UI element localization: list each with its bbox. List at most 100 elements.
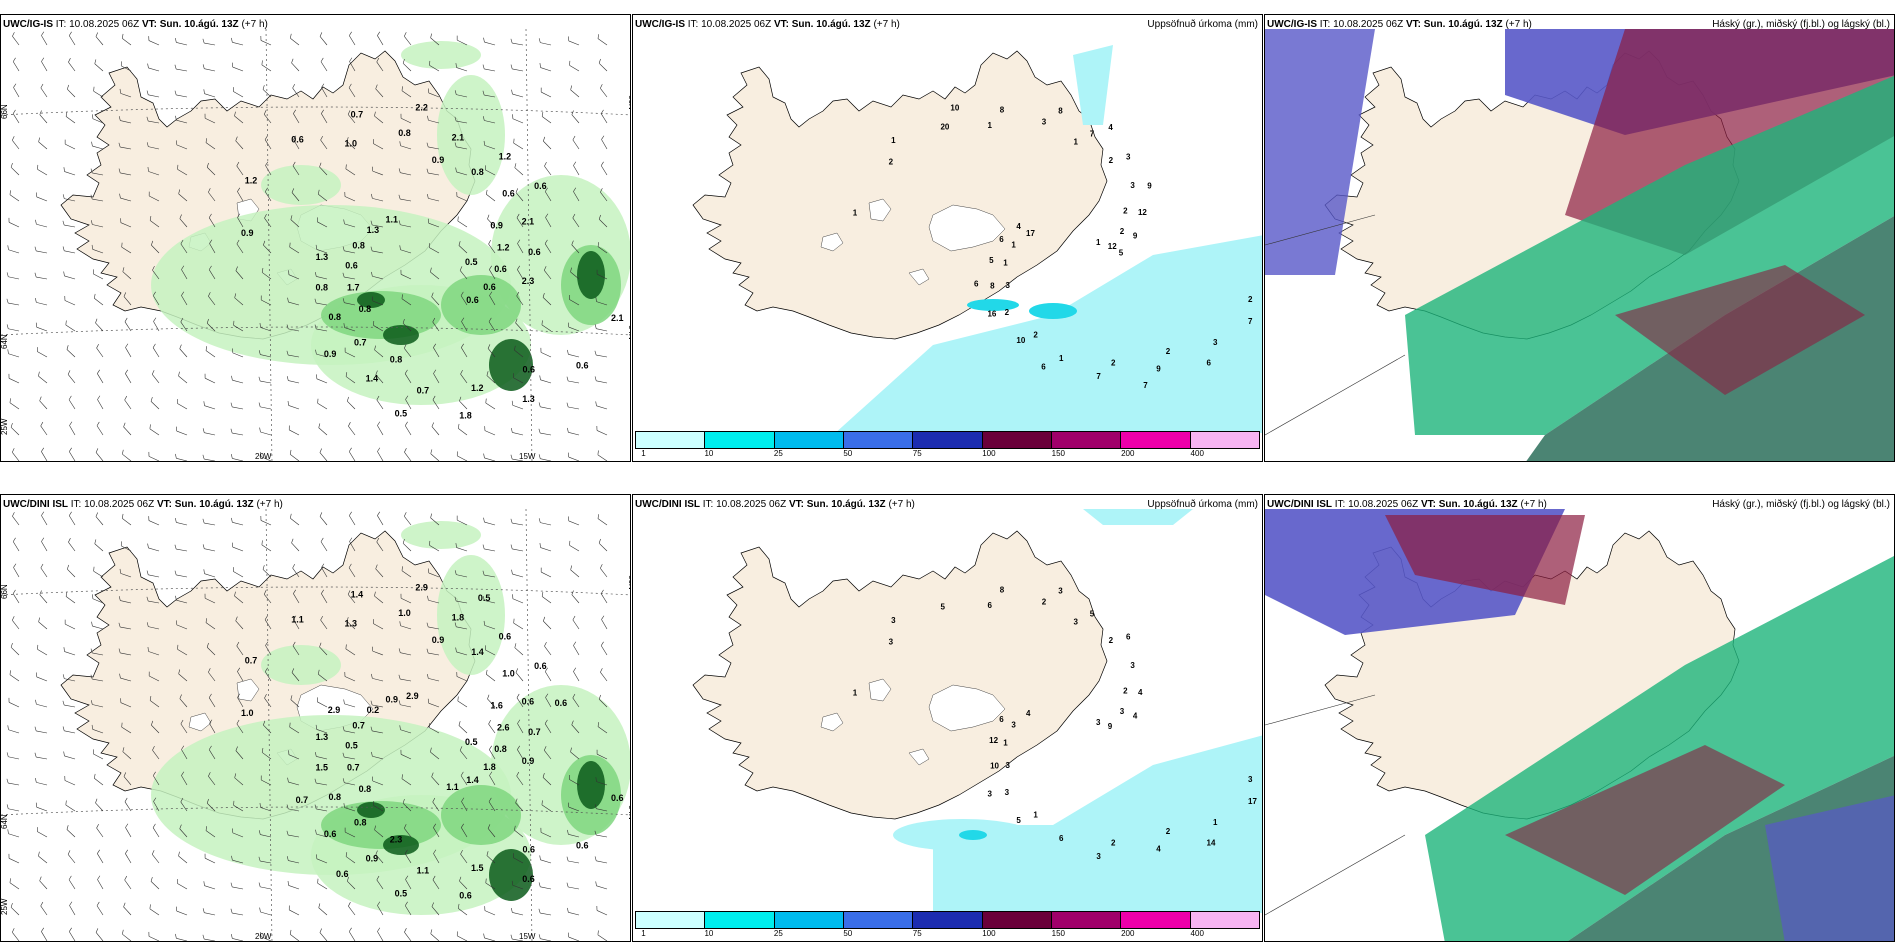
wind-barb — [483, 37, 496, 46]
wind-barb — [35, 219, 48, 228]
wind-barb — [487, 824, 496, 838]
precip-value: 17 — [1248, 797, 1257, 806]
wind-barb — [400, 113, 412, 124]
wind-barb — [287, 777, 300, 786]
precip-value: 0.6 — [528, 247, 541, 257]
wind-barb — [237, 213, 244, 228]
precip-value: 0.5 — [395, 888, 408, 898]
wind-barb — [432, 395, 440, 410]
colorbar-swatch — [705, 912, 775, 928]
wind-barb — [568, 802, 580, 812]
precip-value: 2.9 — [406, 691, 419, 701]
wind-barb — [405, 395, 412, 410]
wind-barb — [400, 593, 412, 604]
wind-barb — [538, 908, 552, 916]
wind-barb — [209, 239, 216, 254]
wind-barb — [181, 745, 188, 760]
wind-barb — [455, 63, 468, 72]
wind-barb — [37, 827, 48, 838]
precip-value: 0.7 — [528, 727, 541, 737]
wind-barb — [69, 927, 76, 941]
wind-barb — [174, 544, 188, 552]
wind-barb — [12, 589, 20, 604]
wind-barb — [291, 538, 300, 552]
wind-barb — [36, 192, 48, 202]
precip-value: 2.3 — [522, 276, 535, 286]
wind-barb — [398, 674, 412, 682]
precip-value: 0.6 — [466, 295, 479, 305]
wind-barb — [6, 778, 20, 786]
lon-label: 20W — [255, 932, 272, 941]
colorbar-swatch — [636, 432, 706, 448]
wind-barb — [153, 291, 160, 306]
wind-barb — [10, 162, 20, 176]
precip-value: 0.6 — [534, 181, 547, 191]
wind-barb — [12, 57, 20, 72]
wind-barb — [286, 830, 300, 838]
precip-value: 1.4 — [351, 589, 364, 599]
wind-barb — [236, 239, 244, 254]
wind-barb — [594, 376, 608, 384]
wind-barb — [208, 668, 216, 682]
wind-barb — [319, 512, 328, 526]
wind-barb — [404, 901, 412, 916]
precip-value: 0.6 — [522, 365, 535, 375]
wind-barb — [92, 114, 104, 124]
wind-barb — [429, 723, 440, 734]
wind-barb — [318, 423, 328, 436]
wind-barb — [348, 83, 356, 98]
wind-barb — [265, 641, 272, 656]
lat-label: 64N — [627, 805, 631, 820]
precip-value: 0.6 — [522, 696, 535, 706]
precip-value: 0.7 — [352, 721, 365, 731]
precip-area — [933, 735, 1262, 913]
cloud-layer — [1615, 265, 1865, 395]
colorbar-label: 150 — [1051, 449, 1066, 458]
colorbar-swatch — [1190, 912, 1259, 928]
wind-barb — [178, 851, 188, 864]
wind-barb — [456, 515, 468, 526]
wind-barb — [181, 771, 188, 786]
precip-value: 0.8 — [328, 792, 341, 802]
wind-barb — [404, 344, 412, 358]
wind-barb — [289, 929, 300, 941]
wind-barb — [567, 907, 580, 916]
wind-barb — [95, 448, 104, 461]
wind-barb — [371, 193, 384, 202]
wind-barb — [62, 726, 76, 734]
wind-barb — [97, 875, 104, 890]
wind-barb — [35, 322, 48, 332]
wind-barb — [572, 213, 580, 228]
wind-barb — [124, 317, 132, 332]
wind-barb — [69, 901, 76, 916]
colorbar-label: 200 — [1121, 929, 1135, 938]
wind-barb — [68, 395, 76, 410]
wind-barb — [483, 517, 496, 526]
precip-value: 0.9 — [490, 220, 503, 230]
wind-barb — [489, 291, 496, 306]
wind-barb — [512, 114, 524, 124]
wind-barb — [430, 449, 440, 461]
wind-barb — [373, 619, 384, 630]
wind-barb — [371, 673, 384, 682]
wind-barb — [259, 427, 272, 436]
precip-value: 2 — [1123, 686, 1128, 695]
precip-value: 3 — [1248, 775, 1253, 784]
wind-barb — [371, 166, 384, 176]
wind-barb — [203, 569, 216, 578]
wind-barb — [570, 85, 580, 98]
wind-barb — [67, 84, 76, 98]
precip-value: 4 — [1108, 123, 1113, 132]
wind-barb — [62, 194, 76, 202]
wind-barb — [430, 747, 440, 760]
precip-value: 0.7 — [296, 795, 309, 805]
wind-barb — [373, 800, 384, 812]
precip-value: 2.1 — [611, 313, 624, 323]
wind-barb — [119, 88, 132, 98]
wind-barb — [68, 31, 76, 46]
boundary-line — [1265, 834, 1406, 916]
wind-barb — [8, 853, 20, 864]
wind-barb — [290, 695, 300, 708]
wind-barb — [319, 642, 328, 656]
precip-value: 8 — [1058, 107, 1063, 116]
